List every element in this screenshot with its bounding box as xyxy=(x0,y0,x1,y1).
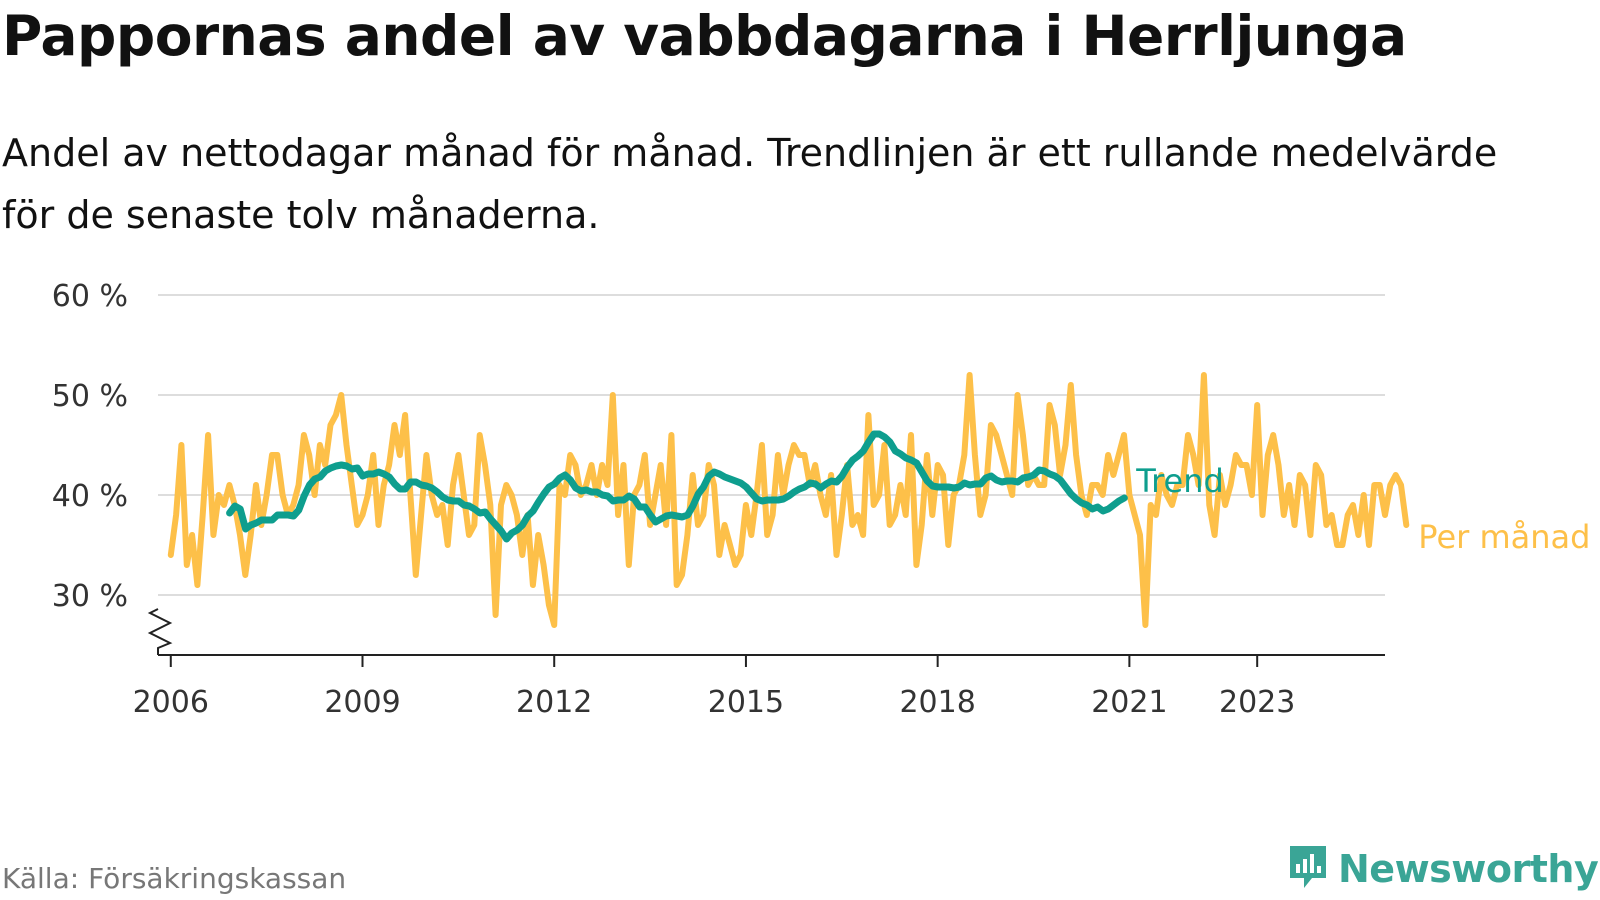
x-tick-label: 2012 xyxy=(516,685,592,720)
series-labels: Per månad Trend xyxy=(1135,462,1590,556)
x-tick-label: 2023 xyxy=(1219,685,1295,720)
x-tick-label: 2021 xyxy=(1091,685,1167,720)
gridlines xyxy=(158,294,1385,596)
series-line-trend xyxy=(226,430,1128,543)
series-line-per-manad xyxy=(167,372,1410,628)
x-tick-label: 2009 xyxy=(324,685,400,720)
chart-subtitle: Andel av nettodagar månad för månad. Tre… xyxy=(2,131,1498,237)
series-label-per-manad: Per månad xyxy=(1418,518,1590,556)
y-tick-label: 40 % xyxy=(52,479,128,514)
series-lines xyxy=(167,372,1410,628)
source-note: Källa: Försäkringskassan xyxy=(2,862,347,895)
x-tick-label: 2006 xyxy=(133,685,209,720)
y-tick-label: 50 % xyxy=(52,379,128,414)
x-axis-ticks: 2006 2009 2012 2015 2018 2021 2023 xyxy=(133,655,1295,720)
x-axis xyxy=(147,608,1385,656)
axis-break-icon xyxy=(147,608,173,655)
x-tick-label: 2018 xyxy=(899,685,975,720)
newsworthy-logo-icon xyxy=(1288,844,1328,894)
y-axis-ticks: 30 % 40 % 50 % 60 % xyxy=(52,279,128,614)
line-chart: 30 % 40 % 50 % 60 % 2006 2009 2012 2015 2018 202… xyxy=(52,279,1591,720)
brand-logo[interactable]: Newsworthy xyxy=(1288,844,1599,894)
chart-title: Pappornas andel av vabbdagarna i Herrlju… xyxy=(2,4,1407,68)
series-label-trend: Trend xyxy=(1135,462,1224,500)
x-tick-label: 2015 xyxy=(708,685,784,720)
y-tick-label: 60 % xyxy=(52,279,128,314)
brand-name: Newsworthy xyxy=(1338,847,1599,891)
y-tick-label: 30 % xyxy=(52,579,128,614)
